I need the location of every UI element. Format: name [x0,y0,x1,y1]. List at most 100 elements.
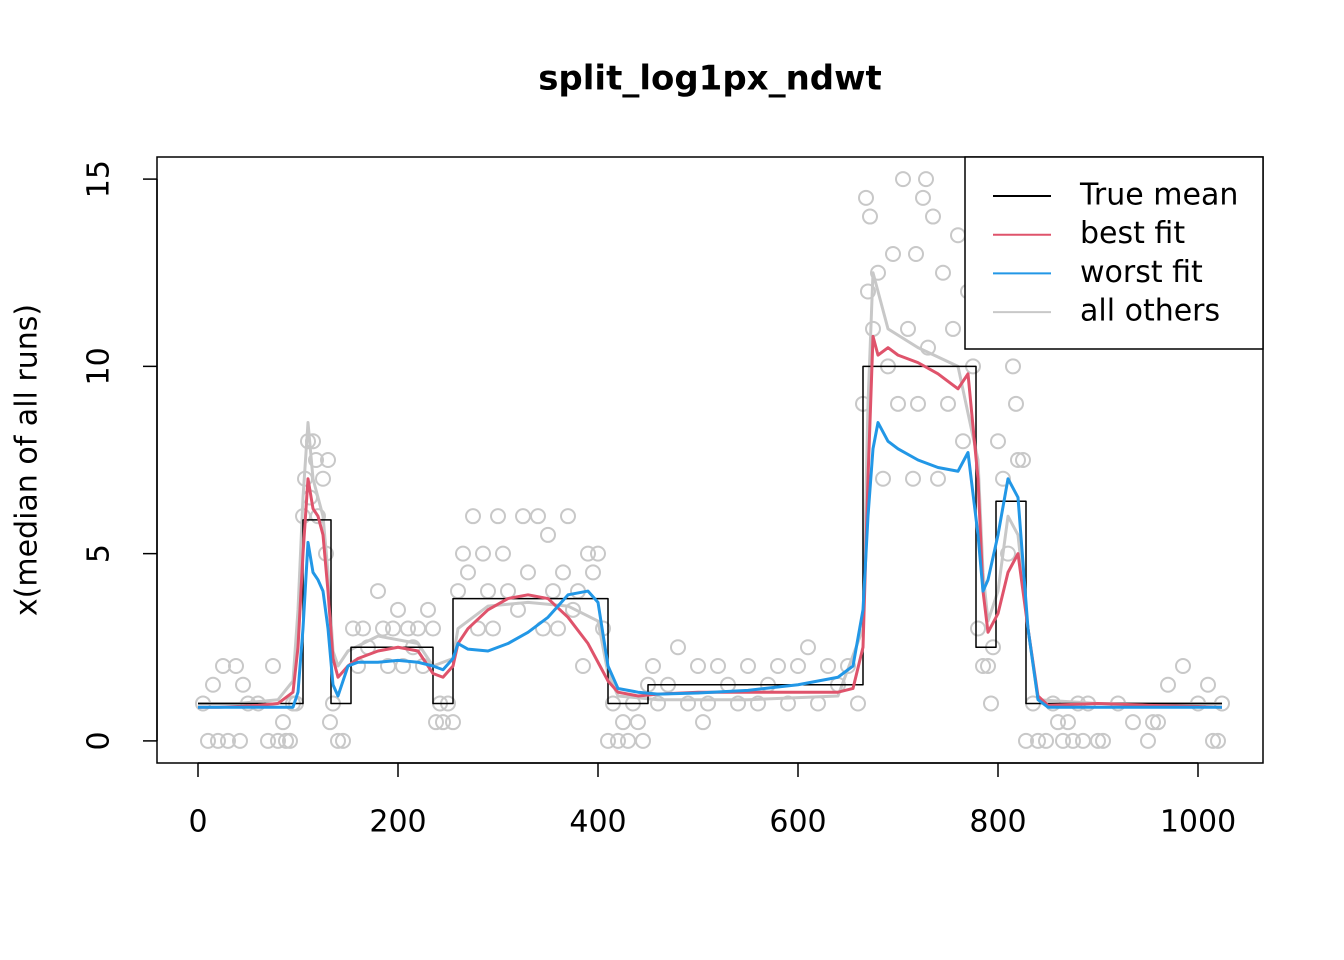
data-point [610,732,626,749]
data-point [635,732,651,749]
data-point [235,676,251,693]
data-point [260,732,276,749]
data-point [800,639,816,656]
data-point [540,526,556,543]
data-point [1145,714,1161,731]
data-point [945,320,961,337]
x-tick-label: 1000 [1160,805,1236,840]
data-point [228,657,244,674]
data-point [428,714,444,731]
data-point [950,227,966,244]
data-point [232,732,248,749]
data-point [580,545,596,562]
data-point [645,657,661,674]
data-point [990,433,1006,450]
y-tick-label: 15 [82,160,117,198]
data-point [858,189,874,206]
data-point [930,470,946,487]
data-point [905,470,921,487]
data-point [435,714,451,731]
data-point [278,732,294,749]
data-point [335,732,351,749]
data-point [475,545,491,562]
data-point [780,695,796,712]
data-point [565,601,581,618]
data-point [310,508,326,525]
data-point [1008,395,1024,412]
data-point [885,246,901,263]
chart-title: split_log1px_ndwt [538,59,882,99]
data-point [770,657,786,674]
data-point [680,695,696,712]
x-tick-label: 0 [188,805,207,840]
data-point [205,676,221,693]
data-point [670,639,686,656]
data-point [900,320,916,337]
data-point [750,695,766,712]
data-point [740,657,756,674]
data-point [355,620,371,637]
data-point [400,620,416,637]
data-point [890,395,906,412]
data-point [495,545,511,562]
y-axis-label: x(median of all runs) [10,304,45,616]
data-point [710,657,726,674]
data-point [918,171,934,188]
data-point [530,508,546,525]
data-point [515,508,531,525]
x-tick-label: 200 [369,805,426,840]
data-point [200,732,216,749]
data-point [650,695,666,712]
data-point [1065,732,1081,749]
series-line [198,421,1222,709]
data-point [1060,714,1076,731]
data-point [600,732,616,749]
data-point [1125,714,1141,731]
legend-label: best fit [1080,216,1185,251]
data-point [575,657,591,674]
x-tick-label: 400 [569,805,626,840]
y-tick-label: 5 [82,544,117,563]
legend-label: worst fit [1080,255,1203,290]
data-point [1075,732,1091,749]
data-point [545,583,561,600]
data-point [345,620,361,637]
data-point [330,732,346,749]
data-point [790,657,806,674]
y-tick-label: 0 [82,731,117,750]
data-point [925,208,941,225]
data-point [935,264,951,281]
data-point [385,620,401,637]
data-point [425,620,441,637]
data-point [860,283,876,300]
data-point [460,564,476,581]
data-point [1160,676,1176,693]
data-point [908,246,924,263]
data-point [695,714,711,731]
plot-area [195,171,1230,749]
data-point [1090,732,1106,749]
data-point [485,620,501,637]
data-point [465,508,481,525]
data-point [210,732,226,749]
data-point [970,620,986,637]
data-point [895,171,911,188]
data-point [555,564,571,581]
data-point [1210,732,1226,749]
data-point [550,620,566,637]
data-point [730,695,746,712]
data-point [420,601,436,618]
data-point [270,732,286,749]
data-point [590,545,606,562]
data-point [700,695,716,712]
data-point [320,452,336,468]
data-point [490,508,506,525]
series-line [198,334,1223,709]
data-point [455,545,471,562]
data-point [395,657,411,674]
data-point [1205,732,1221,749]
data-point [1038,732,1054,749]
data-point [308,452,324,468]
data-point [850,695,866,712]
